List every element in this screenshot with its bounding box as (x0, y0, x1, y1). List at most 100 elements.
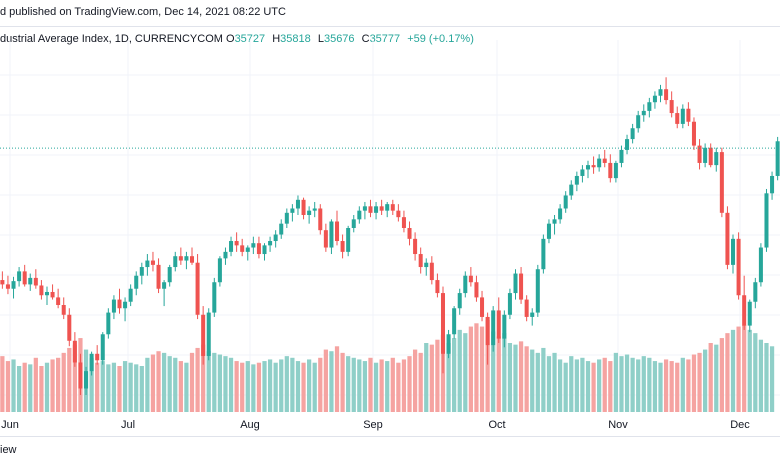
candle-body (435, 280, 440, 294)
volume-bar (563, 362, 568, 412)
candle-body (686, 108, 691, 122)
symbol-legend: dustrial Average Index, 1D, CURRENCYCOM … (0, 33, 474, 45)
close-label: C (361, 33, 370, 45)
candle-body (770, 175, 775, 194)
volume-bar (279, 359, 284, 412)
volume-bar (435, 339, 440, 412)
volume-bar (134, 364, 139, 412)
volume-bar (329, 351, 334, 412)
candle-body (552, 219, 557, 224)
volume-bar (658, 362, 663, 412)
candle-body (78, 362, 83, 389)
candle-body (569, 184, 574, 196)
volume-bar (591, 362, 596, 412)
volume-bar (61, 352, 66, 412)
candle-body (178, 256, 183, 261)
volume-bar (513, 344, 518, 412)
volume-bar (33, 357, 38, 412)
candle-body (491, 310, 496, 346)
volume-bar (585, 361, 591, 412)
candle-body (597, 158, 602, 168)
candle-body (134, 275, 139, 289)
volume-bar (201, 344, 206, 412)
candle-body (418, 254, 423, 268)
low-label: L (317, 33, 324, 45)
volume-bar (150, 354, 156, 412)
volume-bar (557, 359, 563, 412)
volume-bar (675, 362, 680, 412)
volume-bar (161, 352, 167, 412)
volume-bar (139, 366, 144, 412)
volume-bar (719, 338, 724, 412)
volume-bar (624, 354, 630, 412)
candle-body (139, 267, 144, 276)
candle-body (747, 301, 752, 326)
candle-body (697, 145, 702, 163)
candle-body (691, 121, 696, 146)
candle-body (753, 282, 758, 302)
volume-bar (764, 343, 769, 412)
candle-body (5, 284, 10, 289)
candle-body (268, 241, 273, 246)
x-tick-label: Nov (608, 419, 628, 431)
candle-body (424, 262, 429, 268)
x-tick-label: Oct (488, 419, 505, 431)
candle-body (28, 277, 33, 285)
volume-bar (446, 343, 451, 412)
candle-body (680, 108, 685, 124)
candle-body (429, 262, 434, 281)
candle-body (496, 310, 501, 339)
volume-bar (251, 364, 256, 412)
volume-bar (530, 349, 535, 412)
candle-body (764, 193, 769, 248)
volume-bar (630, 357, 635, 412)
volume-bar (457, 329, 462, 412)
volume-bar (117, 366, 122, 412)
candle-body (452, 308, 457, 335)
volume-bar (67, 347, 72, 412)
candle-body (106, 312, 111, 335)
candle-body (329, 221, 334, 248)
candle-body (474, 282, 479, 298)
volume-bar (16, 366, 22, 412)
candle-body (613, 162, 618, 179)
volume-bar (452, 338, 457, 412)
volume-bar (518, 341, 524, 412)
candle-body (758, 247, 763, 283)
volume-bar (189, 352, 195, 412)
candle-body (736, 238, 741, 296)
chart-grid (0, 40, 780, 412)
volume-bar (758, 339, 764, 412)
candle-body (390, 204, 395, 211)
volume-bar (217, 354, 223, 412)
candle-body (318, 208, 323, 231)
volume-bar (307, 359, 312, 412)
candle-body (385, 204, 390, 211)
volume-bar (44, 362, 50, 412)
high-value: 35818 (280, 33, 311, 45)
candle-body (519, 273, 524, 300)
volume-bar (541, 347, 546, 412)
volume-bar (401, 359, 407, 412)
candle-body (468, 275, 473, 283)
volume-bar (122, 361, 128, 412)
candle-body (346, 228, 351, 252)
candle-body (591, 165, 596, 168)
x-tick-label: Dec (730, 419, 750, 431)
candle-body (150, 260, 155, 265)
candle-body (301, 199, 306, 215)
volume-bar (234, 361, 239, 412)
volume-bar (301, 362, 306, 412)
candle-body (413, 238, 418, 255)
candle-body (379, 206, 384, 211)
candle-body (530, 312, 535, 317)
volume-bar (89, 357, 94, 412)
volume-bar (362, 361, 368, 412)
candle-body (351, 219, 356, 228)
x-tick-label: Jun (1, 419, 19, 431)
candle-body (312, 208, 317, 211)
candle-body (669, 100, 674, 114)
volume-bar (357, 359, 362, 412)
candle-body (256, 243, 261, 255)
